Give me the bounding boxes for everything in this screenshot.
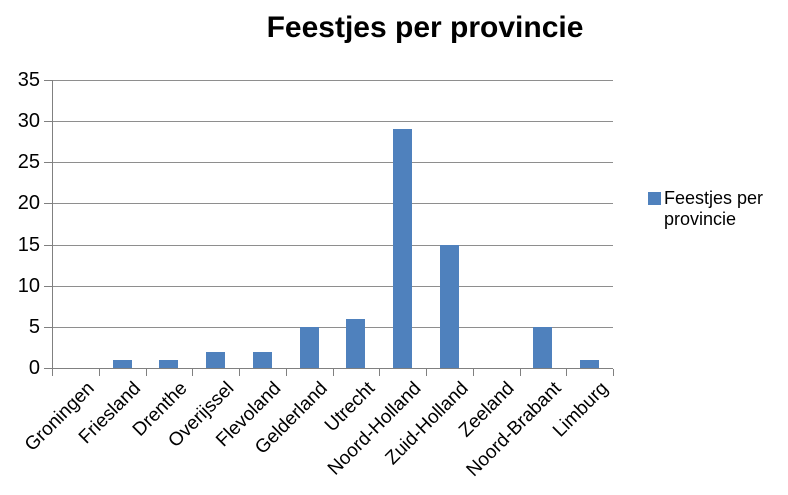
- x-axis-tick: [519, 369, 521, 376]
- gridline: [52, 162, 613, 164]
- x-axis-tick: [52, 369, 53, 376]
- legend-swatch-icon: [648, 192, 661, 205]
- bar-zuid-holland: [439, 244, 459, 368]
- y-axis-tick: [44, 368, 52, 369]
- gridline: [52, 285, 613, 287]
- x-axis-tick: [379, 369, 381, 376]
- y-axis-tick-label: 25: [17, 151, 40, 174]
- y-axis-tick-label: 0: [28, 357, 40, 379]
- y-axis-tick-label: 10: [17, 274, 40, 297]
- legend: Feestjes per provincie: [648, 188, 766, 230]
- x-axis-tick: [566, 369, 568, 376]
- y-axis-tick: [44, 121, 52, 123]
- gridline: [52, 203, 613, 205]
- x-axis-tick: [332, 369, 334, 376]
- x-axis-tick: [98, 369, 100, 376]
- x-axis-tick: [472, 369, 474, 376]
- bar-noord-brabant: [533, 326, 553, 368]
- y-axis-tick-label: 15: [17, 233, 40, 256]
- y-axis-tick-label: 5: [28, 315, 40, 338]
- x-axis-tick: [285, 369, 287, 376]
- y-axis-tick-label: 30: [17, 110, 40, 133]
- bar-drenthe: [159, 359, 179, 368]
- x-axis-tick: [613, 369, 614, 376]
- y-axis-tick: [44, 162, 52, 164]
- y-axis-tick: [44, 80, 52, 81]
- y-axis-tick: [44, 326, 52, 328]
- legend-label: Feestjes per provincie: [664, 188, 764, 229]
- x-axis: [52, 368, 613, 369]
- gridline: [52, 80, 613, 81]
- bar-limburg: [580, 359, 600, 368]
- y-axis-tick-label: 20: [17, 192, 40, 215]
- y-axis-tick: [44, 244, 52, 246]
- bar-noord-holland: [393, 129, 413, 368]
- bar-utrecht: [346, 318, 366, 368]
- y-axis-tick: [44, 203, 52, 205]
- x-axis-tick: [145, 369, 147, 376]
- gridline: [52, 121, 613, 123]
- bar-overijssel: [206, 351, 226, 368]
- x-axis-tick: [426, 369, 427, 376]
- gridline: [52, 244, 613, 246]
- x-axis-tick: [239, 369, 240, 376]
- y-axis-tick: [44, 285, 52, 287]
- x-axis-tick: [192, 369, 194, 376]
- bar-flevoland: [252, 351, 272, 368]
- bar-friesland: [112, 359, 132, 368]
- gridline: [52, 326, 613, 328]
- bar-gelderland: [299, 326, 319, 368]
- y-axis-tick-label: 35: [17, 69, 40, 91]
- y-axis: [52, 80, 53, 368]
- chart-title: Feestjes per provincie: [266, 11, 584, 44]
